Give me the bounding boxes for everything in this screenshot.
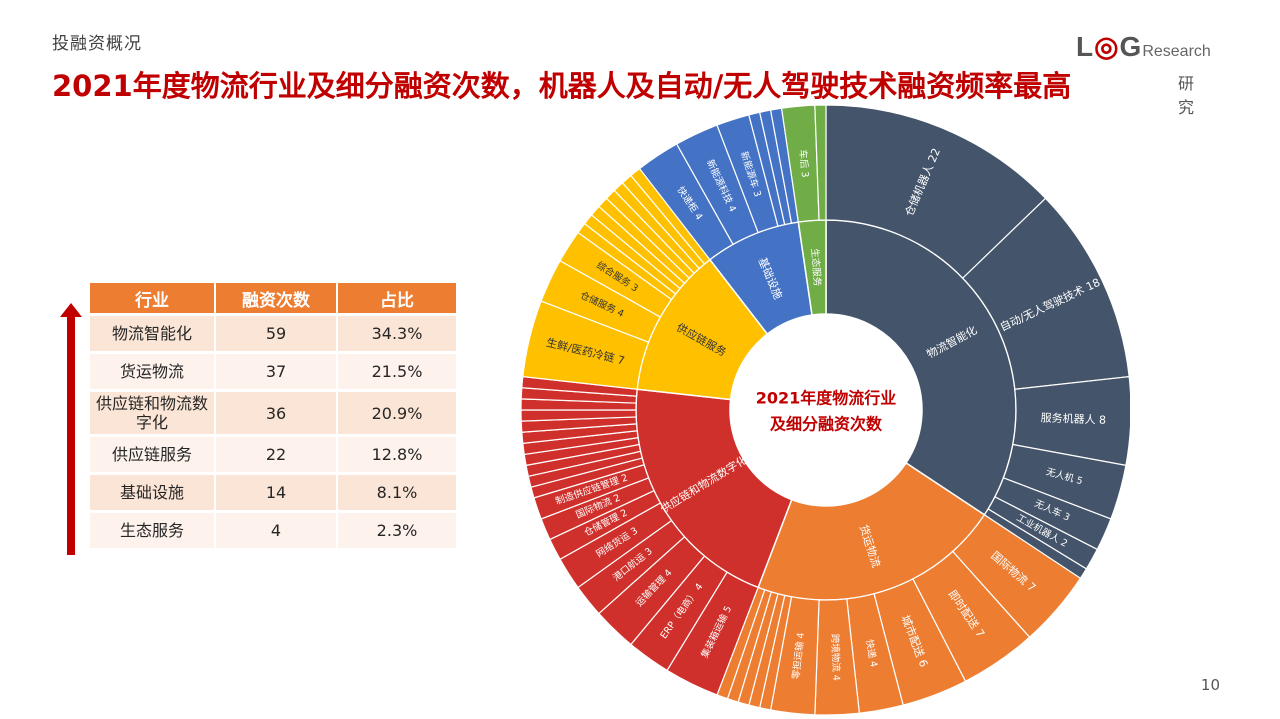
sunburst-outer-segment bbox=[814, 104, 827, 221]
table-cell: 20.9% bbox=[338, 392, 458, 434]
page-number: 10 bbox=[1200, 676, 1220, 694]
table-cell: 22 bbox=[216, 437, 338, 472]
sunburst-outer-label: 快递 4 bbox=[863, 638, 880, 668]
table-cell: 物流智能化 bbox=[90, 316, 216, 351]
section-label: 投融资概况 bbox=[52, 34, 142, 54]
table-row: 供应链和物流数字化 36 20.9% bbox=[90, 392, 458, 434]
table-cell: 59 bbox=[216, 316, 338, 351]
table-cell: 21.5% bbox=[338, 354, 458, 389]
table-cell: 供应链服务 bbox=[90, 437, 216, 472]
sunburst-inner-label: 生态服务 bbox=[809, 248, 824, 287]
table-row: 基础设施 14 8.1% bbox=[90, 475, 458, 510]
financing-table: 行业 融资次数 占比 物流智能化 59 34.3% 货运物流 37 21.5% … bbox=[90, 280, 458, 551]
table-header: 行业 bbox=[90, 283, 216, 313]
table-cell: 供应链和物流数字化 bbox=[90, 392, 216, 434]
sunburst-center bbox=[731, 315, 921, 505]
table-cell: 8.1% bbox=[338, 475, 458, 510]
table-cell: 货运物流 bbox=[90, 354, 216, 389]
logo-brand: L◎GResearch bbox=[1076, 30, 1211, 63]
sunburst-outer-label: 车后 3 bbox=[797, 149, 812, 178]
table-row: 货运物流 37 21.5% bbox=[90, 354, 458, 389]
sunburst-outer-label: 零担运输 4 bbox=[790, 632, 807, 680]
logo-letter-l: L bbox=[1076, 31, 1095, 62]
table-cell: 4 bbox=[216, 513, 338, 548]
logo-subtitle: 研究 bbox=[1178, 74, 1213, 117]
logo-research: Research bbox=[1142, 43, 1211, 60]
table-cell: 34.3% bbox=[338, 316, 458, 351]
up-arrow-icon bbox=[60, 303, 82, 555]
table-cell: 基础设施 bbox=[90, 475, 216, 510]
table-header: 占比 bbox=[338, 283, 458, 313]
table-cell: 2.3% bbox=[338, 513, 458, 548]
logo-letter-g: G bbox=[1119, 31, 1143, 62]
table-cell: 12.8% bbox=[338, 437, 458, 472]
table-header: 融资次数 bbox=[216, 283, 338, 313]
logo: L◎GResearch 研究 bbox=[1072, 28, 1232, 117]
table-header-row: 行业 融资次数 占比 bbox=[90, 283, 458, 313]
logo-ring-icon: ◎ bbox=[1094, 31, 1120, 62]
sunburst-outer-label: 跨境物流 4 bbox=[829, 634, 843, 681]
sunburst-outer-label: 服务机器人 8 bbox=[1040, 410, 1106, 426]
table-row: 物流智能化 59 34.3% bbox=[90, 316, 458, 351]
table-cell: 36 bbox=[216, 392, 338, 434]
sunburst-center-label: 2021年度物流行业 bbox=[756, 389, 897, 408]
table-row: 供应链服务 22 12.8% bbox=[90, 437, 458, 472]
table-cell: 14 bbox=[216, 475, 338, 510]
table-row: 生态服务 4 2.3% bbox=[90, 513, 458, 548]
table-cell: 生态服务 bbox=[90, 513, 216, 548]
sunburst-center-label: 及细分融资次数 bbox=[770, 415, 883, 434]
table-cell: 37 bbox=[216, 354, 338, 389]
page-title: 2021年度物流行业及细分融资次数，机器人及自动/无人驾驶技术融资频率最高 bbox=[52, 69, 1072, 103]
